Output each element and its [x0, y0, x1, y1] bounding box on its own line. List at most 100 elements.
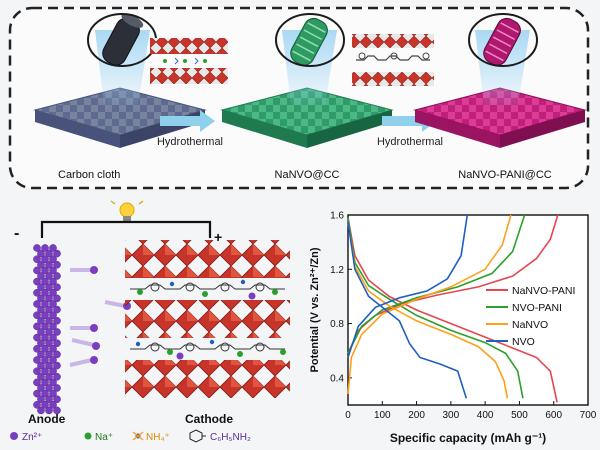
legend-entry: NaNVO-PANI: [512, 285, 575, 297]
anode-sphere: [41, 277, 49, 286]
anode-sphere: [41, 400, 49, 409]
anode-sphere: [49, 389, 57, 398]
anode-sphere: [45, 305, 53, 314]
legend-entry: NaNVO: [512, 319, 548, 331]
anode-sphere: [49, 400, 57, 409]
zn-ion-trails: [69, 266, 131, 367]
anode-sphere: [41, 266, 49, 275]
anode-sphere: [41, 322, 49, 331]
anode-sphere: [33, 389, 41, 398]
anode-sphere: [41, 311, 49, 319]
series-nanvo-charge-curve: [347, 214, 512, 395]
step2-label: Hydrothermal: [377, 136, 443, 148]
anode-sphere: [45, 328, 53, 336]
layered-structure-2: [352, 34, 434, 86]
anode-sphere: [49, 356, 57, 364]
anode-sphere: [53, 350, 61, 359]
anode-sphere: [45, 384, 53, 392]
plus-sign: +: [214, 229, 222, 245]
anode-sphere: [49, 311, 57, 319]
anode-sphere: [45, 361, 53, 370]
anode-sphere: [45, 350, 53, 359]
synthesis-panel: Hydrothermal Hydrothermal Carbon cl: [8, 6, 590, 190]
anode-sphere: [33, 378, 41, 387]
anode-sphere: [53, 305, 61, 314]
x-axis-label: Specific capacity (mAh g⁻¹): [390, 431, 546, 445]
anode-sphere: [45, 372, 53, 381]
anode-sphere: [37, 384, 45, 392]
series-nvo-discharge-curve: [347, 221, 468, 399]
anode-sphere: [53, 406, 61, 415]
anode-sphere: [45, 294, 53, 303]
anode-sphere: [53, 339, 61, 347]
anode-sphere: [49, 266, 57, 275]
anode-sphere: [45, 249, 53, 258]
anode-sphere: [41, 289, 49, 297]
anode-sphere: [45, 261, 53, 269]
minus-sign: -: [14, 225, 19, 242]
anode-sphere: [37, 339, 45, 347]
stage1-caption: Carbon cloth: [58, 169, 120, 181]
anode-sphere: [41, 367, 49, 375]
legend-na: Na⁺: [95, 432, 113, 443]
anode-sphere: [37, 294, 45, 303]
anode-sphere: [49, 333, 57, 342]
anode-sphere: [49, 367, 57, 375]
series-nvo-charge-curve: [347, 214, 469, 358]
legend-entry: NVO-PANI: [512, 302, 562, 314]
series-nanvo-pani-discharge-curve: [347, 217, 558, 403]
series-nanvo-discharge-curve: [347, 221, 509, 399]
process-arrow-1: [160, 110, 215, 132]
anode-sphere: [37, 305, 45, 314]
anode-sphere: [33, 244, 41, 252]
anode-sphere: [41, 333, 49, 342]
anode-sphere: [33, 344, 41, 353]
anode-sphere: [53, 249, 61, 258]
anode-sphere: [33, 311, 41, 319]
anode-sphere: [33, 356, 41, 364]
anode-sphere: [45, 272, 53, 280]
purple-dot-icon: [10, 432, 18, 440]
anode-sphere: [37, 283, 45, 291]
anode-sphere: [45, 339, 53, 347]
anode-sphere: [37, 328, 45, 336]
anode-sphere: [33, 400, 41, 409]
anode-sphere: [37, 406, 45, 415]
legend-zn: Zn²⁺: [22, 432, 42, 443]
anode-sphere: [45, 283, 53, 291]
anode-sphere: [37, 361, 45, 370]
nanvo-pani-cc-illustration: [413, 13, 587, 148]
anode-sphere: [37, 350, 45, 359]
anode-sphere: [41, 255, 49, 264]
anode-sphere: [53, 283, 61, 291]
anode-sphere: [53, 395, 61, 403]
anode-sphere: [33, 367, 41, 375]
y-axis-label: Potential (V vs. Zn²⁺/Zn): [309, 247, 321, 372]
anode-sphere: [33, 322, 41, 331]
x-tick-label: 0: [345, 410, 351, 421]
anode-sphere: [41, 244, 49, 252]
x-tick-label: 100: [374, 410, 391, 421]
stage3-caption: NaNVO-PANI@CC: [458, 169, 552, 181]
anode-sphere: [45, 395, 53, 403]
anode-column: [33, 244, 61, 415]
cathode-structure: [125, 240, 290, 398]
series-nvo-pani-discharge-curve: [347, 217, 524, 399]
anode-sphere: [53, 294, 61, 303]
anode-sphere: [53, 317, 61, 325]
legend-nh4: NH₄⁺: [146, 432, 170, 443]
anode-sphere: [37, 395, 45, 403]
anode-sphere: [37, 317, 45, 325]
anode-sphere: [37, 261, 45, 269]
y-tick-label: 0.4: [330, 373, 344, 384]
anode-sphere: [33, 300, 41, 308]
anode-sphere: [37, 272, 45, 280]
anode-sphere: [45, 406, 53, 415]
cathode-label: Cathode: [185, 412, 233, 426]
anode-sphere: [41, 300, 49, 308]
anode-sphere: [53, 261, 61, 269]
aniline-icon: [189, 429, 206, 443]
anode-label: Anode: [28, 412, 66, 426]
anode-sphere: [37, 249, 45, 258]
step1-label: Hydrothermal: [157, 136, 223, 148]
